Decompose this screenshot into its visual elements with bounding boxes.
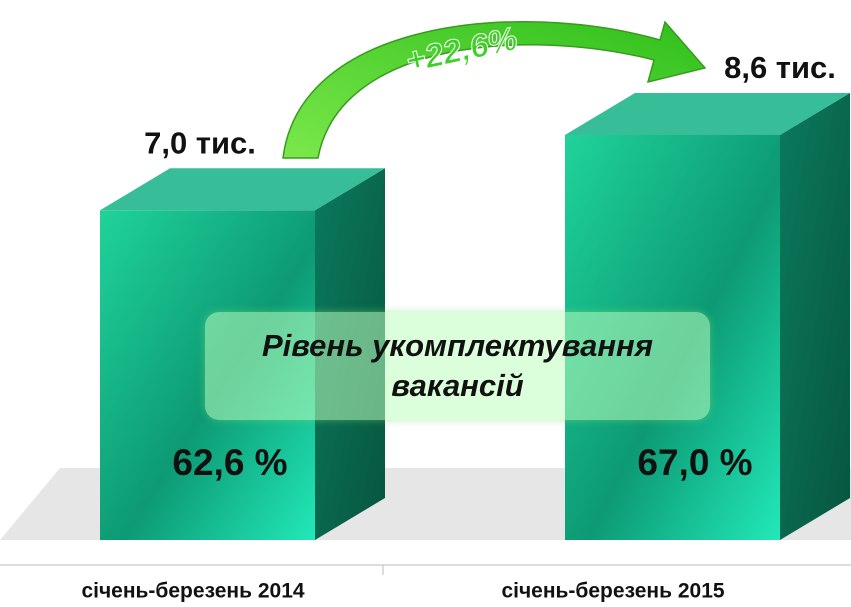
bar-top — [565, 92, 850, 135]
value-label: 8,6 тис. — [724, 50, 836, 85]
value-label: 7,0 тис. — [144, 125, 256, 160]
x-tick-label: січень-березень 2015 — [501, 580, 724, 603]
growth-arrow — [282, 20, 707, 159]
bar-top — [100, 168, 385, 211]
bar-side — [780, 92, 850, 540]
rate-name: Рівень укомплектування вакансій — [261, 328, 654, 403]
x-tick-label: січень-березень 2014 — [81, 580, 304, 603]
rate-box: Рівень укомплектування вакансій — [205, 312, 710, 420]
rate-label: 67,0 % — [637, 442, 752, 483]
rate-label: 62,6 % — [172, 442, 287, 483]
